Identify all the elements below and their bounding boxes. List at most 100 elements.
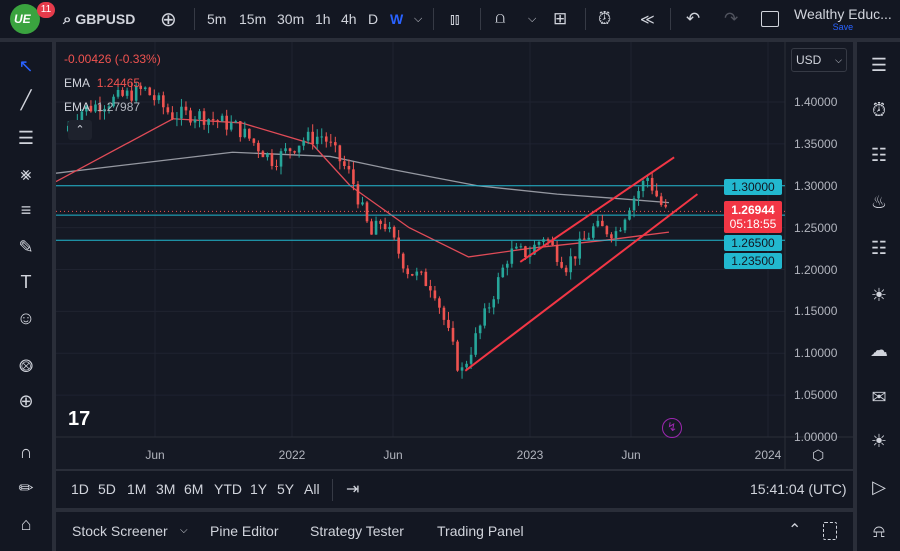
tab-trading-panel[interactable]: Trading Panel — [437, 523, 524, 539]
lock-drawings-icon[interactable]: ✏ — [18, 477, 34, 498]
lightning-icon[interactable]: ↯ — [662, 418, 682, 438]
ema-slow-legend[interactable]: EMA 1.27987 — [64, 100, 140, 114]
tab-stock-screener[interactable]: Stock Screener — [72, 523, 168, 539]
candle-body — [184, 106, 188, 111]
right-toolbar: ☰ ⏰︎ ☷ ♨ ☷ ☀ ☁︎ ✉ ☀ ▷ ⍾ — [857, 42, 900, 551]
messages-icon[interactable]: ✉ — [871, 386, 887, 407]
ema-slow-label: EMA — [64, 100, 90, 114]
pattern-tool-icon[interactable]: ⨳ — [20, 163, 32, 184]
watchlist-icon[interactable]: ☰ — [870, 54, 888, 75]
candle-body — [383, 223, 387, 230]
candle-body — [555, 245, 559, 262]
chevron-up-icon[interactable]: ⌃ — [788, 522, 802, 539]
range-ytd[interactable]: YTD — [214, 481, 242, 497]
range-1d[interactable]: 1D — [71, 481, 89, 497]
goto-date-icon[interactable]: ⇥ — [346, 481, 360, 498]
chevron-down-icon[interactable]: ⌵ — [528, 12, 537, 25]
interval-30m[interactable]: 30m — [277, 11, 305, 27]
notifications-bell-icon[interactable]: ⍾ — [873, 520, 885, 541]
candle-body — [496, 277, 500, 300]
layout-save-button[interactable]: Wealthy Educ... Save — [794, 0, 892, 38]
ideas-lightbulb-icon[interactable]: ☀ — [870, 284, 888, 305]
chart-pane[interactable]: -0.00426 (-0.33%) EMA 1.24465 EMA 1.2798… — [56, 42, 853, 469]
currency-select[interactable]: USD ⌵ — [791, 48, 847, 72]
range-5d[interactable]: 5D — [98, 481, 116, 497]
undo-icon[interactable]: ↶ — [686, 9, 701, 28]
brush-icon[interactable]: ✎ — [18, 236, 34, 257]
candle-body — [180, 106, 183, 119]
range-1y[interactable]: 1Y — [250, 481, 268, 497]
candle-body — [392, 226, 396, 238]
chat-cloud-icon[interactable]: ☁︎ — [870, 339, 888, 360]
ema-fast-legend[interactable]: EMA 1.24465 — [64, 76, 140, 90]
price-chart[interactable] — [56, 42, 853, 469]
range-6m[interactable]: 6M — [184, 481, 204, 497]
symbol-search[interactable]: ⌕ GBPUSD — [63, 0, 135, 38]
logo-avatar[interactable]: UE — [10, 4, 40, 34]
utc-clock[interactable]: 15:41:04 (UTC) — [750, 481, 847, 497]
replay-icon[interactable]: ≪ — [640, 10, 655, 27]
ema-fast-value: 1.24465 — [96, 76, 141, 90]
magnet-icon[interactable]: ∩ — [19, 441, 33, 462]
range-1m[interactable]: 1M — [127, 481, 147, 497]
maximize-panel-icon[interactable] — [823, 522, 837, 540]
ema-slow-line — [56, 151, 670, 204]
candle-body — [166, 107, 170, 113]
chart-settings-icon[interactable]: ⬡ — [812, 447, 825, 463]
date-range-bar: 1D 5D 1M 3M 6M YTD 1Y 5Y All ⇥ 15:41:04 … — [56, 471, 853, 508]
emoji-icon[interactable]: ☺ — [16, 307, 36, 328]
candle-body — [270, 153, 274, 166]
tips-icon[interactable]: ☀ — [870, 430, 888, 451]
trend-channel-line — [519, 156, 675, 263]
interval-5m[interactable]: 5m — [207, 11, 227, 27]
indicators-icon[interactable]: ⩍ — [495, 10, 506, 27]
interval-w[interactable]: W — [390, 11, 404, 27]
alarm-icon[interactable]: ⏰︎ — [871, 99, 887, 120]
candle-body — [632, 198, 636, 211]
candle-body — [641, 181, 645, 192]
candle-body — [347, 165, 351, 170]
interval-1h[interactable]: 1h — [315, 11, 331, 27]
streams-icon[interactable]: ▷ — [872, 476, 886, 497]
collapse-legend-icon[interactable]: ⌃ — [68, 120, 92, 140]
candle-body — [592, 226, 595, 238]
unlock-icon[interactable]: ⌂ — [20, 513, 32, 534]
compare-add-icon[interactable]: ⊕ — [160, 8, 177, 31]
trendline-tool-icon[interactable]: ╱ — [20, 89, 32, 110]
hotlist-flame-icon[interactable]: ♨ — [870, 191, 888, 212]
candles-icon[interactable]: ⫾⫾ — [450, 10, 460, 28]
prediction-tool-icon[interactable]: ≡ — [20, 199, 32, 220]
data-window-icon[interactable]: ☷ — [870, 144, 888, 165]
tab-pine-editor[interactable]: Pine Editor — [210, 523, 279, 539]
candle-body — [162, 95, 165, 108]
ruler-icon[interactable]: ⨷ — [18, 355, 34, 376]
interval-d[interactable]: D — [368, 11, 379, 27]
zoom-in-icon[interactable]: ⊕ — [18, 390, 34, 411]
range-5y[interactable]: 5Y — [277, 481, 295, 497]
interval-15m[interactable]: 15m — [239, 11, 267, 27]
range-all[interactable]: All — [304, 481, 320, 497]
candle-body — [352, 169, 355, 185]
tab-strategy-tester[interactable]: Strategy Tester — [310, 523, 404, 539]
candle-body — [560, 261, 563, 268]
current-price: 1.26944 — [731, 203, 775, 217]
calendar-icon[interactable]: ☷ — [870, 237, 888, 258]
candle-body — [623, 219, 627, 231]
cursor-icon[interactable]: ↖ — [18, 55, 34, 76]
text-tool-icon[interactable]: T — [20, 271, 32, 292]
redo-icon[interactable]: ↷ — [724, 9, 739, 28]
chevron-down-icon[interactable]: ⌵ — [180, 525, 188, 536]
range-3m[interactable]: 3M — [156, 481, 176, 497]
candle-body — [343, 161, 346, 166]
fullscreen-icon[interactable] — [761, 0, 779, 38]
layout-name: Wealthy Educ... — [794, 5, 892, 22]
search-icon: ⌕ — [63, 10, 72, 28]
tradingview-logo: 17 — [68, 408, 91, 430]
chevron-down-icon[interactable]: ⌵ — [414, 12, 423, 25]
candle-body — [650, 177, 654, 191]
layout-grid-icon[interactable]: ⊞ — [553, 9, 568, 28]
interval-4h[interactable]: 4h — [341, 11, 357, 27]
fib-tool-icon[interactable]: ☰ — [17, 127, 35, 148]
alarm-add-icon[interactable]: ⏰︎ — [598, 9, 612, 28]
level-tag-1-265: 1.26500 — [724, 235, 782, 251]
